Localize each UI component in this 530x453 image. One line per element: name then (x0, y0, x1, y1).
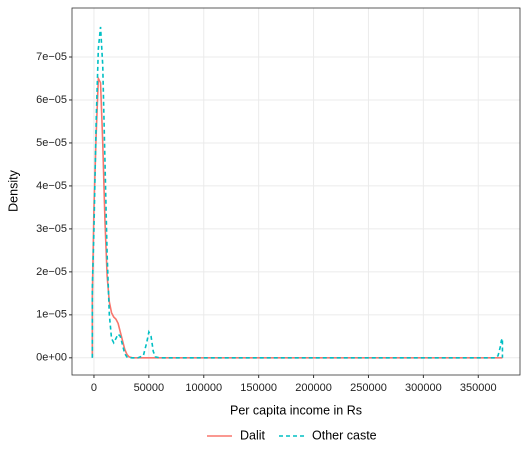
x-tick-label: 50000 (134, 382, 165, 394)
x-tick-label: 350000 (460, 382, 497, 394)
y-tick-label: 6e−05 (36, 94, 67, 106)
x-axis-title: Per capita income in Rs (230, 403, 362, 417)
y-axis-title: Density (6, 169, 20, 211)
y-tick-label: 3e−05 (36, 223, 67, 235)
x-tick-label: 250000 (350, 382, 387, 394)
y-tick-label: 2e−05 (36, 266, 67, 278)
x-tick-label: 300000 (405, 382, 442, 394)
legend-label: Other caste (312, 428, 377, 442)
x-tick-label: 0 (91, 382, 97, 394)
y-tick-label: 0e+00 (36, 352, 67, 364)
x-tick-label: 150000 (240, 382, 277, 394)
y-tick-label: 5e−05 (36, 137, 67, 149)
density-line (91, 26, 504, 359)
y-tick-label: 1e−05 (36, 309, 67, 321)
lines (91, 26, 504, 359)
x-tick-label: 200000 (295, 382, 332, 394)
panel-border (71, 7, 521, 376)
y-tick-label: 4e−05 (36, 180, 67, 192)
grid (72, 8, 520, 375)
legend-label: Dalit (240, 428, 266, 442)
x-tick-label: 100000 (185, 382, 222, 394)
y-tick-label: 7e−05 (36, 51, 67, 63)
